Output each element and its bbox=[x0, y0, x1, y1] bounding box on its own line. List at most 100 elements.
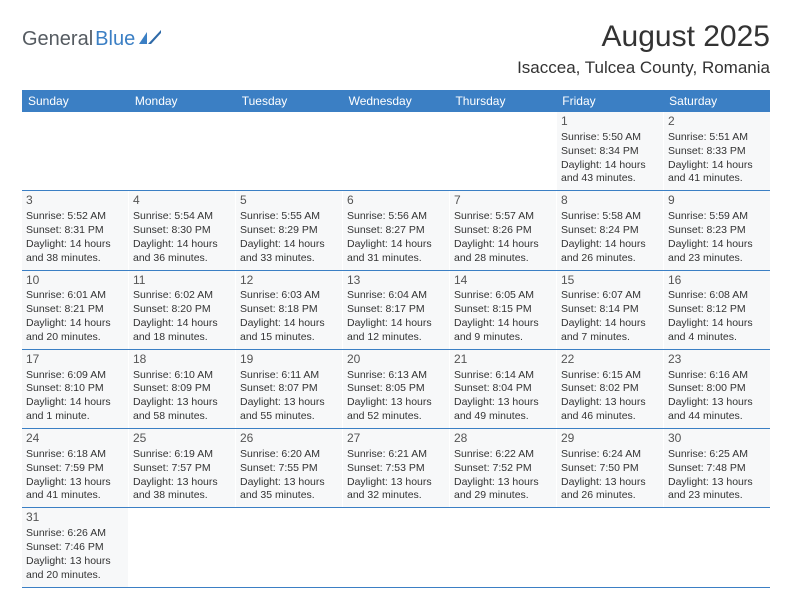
daylight-text: Daylight: 14 hours and 26 minutes. bbox=[561, 238, 659, 266]
daylight-text: Daylight: 13 hours and 23 minutes. bbox=[668, 476, 766, 504]
daylight-text: Daylight: 13 hours and 49 minutes. bbox=[454, 396, 552, 424]
sunrise-text: Sunrise: 5:59 AM bbox=[668, 210, 766, 224]
day-header: Saturday bbox=[663, 90, 770, 112]
sunset-text: Sunset: 8:14 PM bbox=[561, 303, 659, 317]
sunset-text: Sunset: 8:23 PM bbox=[668, 224, 766, 238]
day-number: 1 bbox=[561, 114, 659, 130]
week-row: 31Sunrise: 6:26 AMSunset: 7:46 PMDayligh… bbox=[22, 508, 770, 587]
day-number: 22 bbox=[561, 352, 659, 368]
empty-cell bbox=[343, 508, 450, 586]
daylight-text: Daylight: 14 hours and 43 minutes. bbox=[561, 159, 659, 187]
day-cell: 26Sunrise: 6:20 AMSunset: 7:55 PMDayligh… bbox=[236, 429, 343, 507]
week-row: 1Sunrise: 5:50 AMSunset: 8:34 PMDaylight… bbox=[22, 112, 770, 191]
sunset-text: Sunset: 7:53 PM bbox=[347, 462, 445, 476]
location-text: Isaccea, Tulcea County, Romania bbox=[517, 58, 770, 78]
week-row: 3Sunrise: 5:52 AMSunset: 8:31 PMDaylight… bbox=[22, 191, 770, 270]
day-header: Wednesday bbox=[343, 90, 450, 112]
day-number: 28 bbox=[454, 431, 552, 447]
day-cell: 18Sunrise: 6:10 AMSunset: 8:09 PMDayligh… bbox=[129, 350, 236, 428]
day-number: 24 bbox=[26, 431, 124, 447]
calendar: SundayMondayTuesdayWednesdayThursdayFrid… bbox=[22, 90, 770, 588]
sunrise-text: Sunrise: 6:01 AM bbox=[26, 289, 124, 303]
sunrise-text: Sunrise: 6:21 AM bbox=[347, 448, 445, 462]
day-cell: 13Sunrise: 6:04 AMSunset: 8:17 PMDayligh… bbox=[343, 271, 450, 349]
daylight-text: Daylight: 13 hours and 58 minutes. bbox=[133, 396, 231, 424]
month-title: August 2025 bbox=[517, 20, 770, 54]
day-cell: 7Sunrise: 5:57 AMSunset: 8:26 PMDaylight… bbox=[450, 191, 557, 269]
day-cell: 11Sunrise: 6:02 AMSunset: 8:20 PMDayligh… bbox=[129, 271, 236, 349]
day-number: 20 bbox=[347, 352, 445, 368]
day-cell: 22Sunrise: 6:15 AMSunset: 8:02 PMDayligh… bbox=[557, 350, 664, 428]
day-number: 8 bbox=[561, 193, 659, 209]
sunset-text: Sunset: 7:50 PM bbox=[561, 462, 659, 476]
day-cell: 8Sunrise: 5:58 AMSunset: 8:24 PMDaylight… bbox=[557, 191, 664, 269]
sunrise-text: Sunrise: 5:52 AM bbox=[26, 210, 124, 224]
sunrise-text: Sunrise: 6:18 AM bbox=[26, 448, 124, 462]
day-number: 9 bbox=[668, 193, 766, 209]
sunrise-text: Sunrise: 6:20 AM bbox=[240, 448, 338, 462]
day-cell: 21Sunrise: 6:14 AMSunset: 8:04 PMDayligh… bbox=[450, 350, 557, 428]
sunset-text: Sunset: 8:07 PM bbox=[240, 382, 338, 396]
day-cell: 29Sunrise: 6:24 AMSunset: 7:50 PMDayligh… bbox=[557, 429, 664, 507]
sunrise-text: Sunrise: 6:08 AM bbox=[668, 289, 766, 303]
day-number: 23 bbox=[668, 352, 766, 368]
day-cell: 24Sunrise: 6:18 AMSunset: 7:59 PMDayligh… bbox=[22, 429, 129, 507]
sunrise-text: Sunrise: 5:56 AM bbox=[347, 210, 445, 224]
daylight-text: Daylight: 13 hours and 26 minutes. bbox=[561, 476, 659, 504]
daylight-text: Daylight: 14 hours and 41 minutes. bbox=[668, 159, 766, 187]
day-number: 27 bbox=[347, 431, 445, 447]
daylight-text: Daylight: 13 hours and 35 minutes. bbox=[240, 476, 338, 504]
day-number: 31 bbox=[26, 510, 124, 526]
daylight-text: Daylight: 14 hours and 38 minutes. bbox=[26, 238, 124, 266]
day-cell: 1Sunrise: 5:50 AMSunset: 8:34 PMDaylight… bbox=[557, 112, 664, 190]
empty-cell bbox=[236, 508, 343, 586]
day-number: 14 bbox=[454, 273, 552, 289]
flag-icon bbox=[139, 30, 161, 44]
sunrise-text: Sunrise: 6:13 AM bbox=[347, 369, 445, 383]
empty-cell bbox=[450, 112, 557, 190]
sunrise-text: Sunrise: 5:51 AM bbox=[668, 131, 766, 145]
daylight-text: Daylight: 14 hours and 23 minutes. bbox=[668, 238, 766, 266]
day-cell: 12Sunrise: 6:03 AMSunset: 8:18 PMDayligh… bbox=[236, 271, 343, 349]
day-cell: 15Sunrise: 6:07 AMSunset: 8:14 PMDayligh… bbox=[557, 271, 664, 349]
day-number: 3 bbox=[26, 193, 124, 209]
daylight-text: Daylight: 14 hours and 4 minutes. bbox=[668, 317, 766, 345]
week-row: 17Sunrise: 6:09 AMSunset: 8:10 PMDayligh… bbox=[22, 350, 770, 429]
daylight-text: Daylight: 14 hours and 1 minute. bbox=[26, 396, 124, 424]
sunrise-text: Sunrise: 6:19 AM bbox=[133, 448, 231, 462]
daylight-text: Daylight: 14 hours and 33 minutes. bbox=[240, 238, 338, 266]
sunset-text: Sunset: 8:21 PM bbox=[26, 303, 124, 317]
sunset-text: Sunset: 7:57 PM bbox=[133, 462, 231, 476]
day-cell: 16Sunrise: 6:08 AMSunset: 8:12 PMDayligh… bbox=[664, 271, 770, 349]
day-number: 17 bbox=[26, 352, 124, 368]
sunset-text: Sunset: 8:00 PM bbox=[668, 382, 766, 396]
day-cell: 20Sunrise: 6:13 AMSunset: 8:05 PMDayligh… bbox=[343, 350, 450, 428]
sunrise-text: Sunrise: 6:03 AM bbox=[240, 289, 338, 303]
sunrise-text: Sunrise: 6:10 AM bbox=[133, 369, 231, 383]
week-row: 24Sunrise: 6:18 AMSunset: 7:59 PMDayligh… bbox=[22, 429, 770, 508]
day-number: 26 bbox=[240, 431, 338, 447]
day-cell: 5Sunrise: 5:55 AMSunset: 8:29 PMDaylight… bbox=[236, 191, 343, 269]
day-number: 12 bbox=[240, 273, 338, 289]
sunset-text: Sunset: 8:09 PM bbox=[133, 382, 231, 396]
daylight-text: Daylight: 14 hours and 12 minutes. bbox=[347, 317, 445, 345]
empty-cell bbox=[664, 508, 770, 586]
sunset-text: Sunset: 8:15 PM bbox=[454, 303, 552, 317]
sunrise-text: Sunrise: 6:05 AM bbox=[454, 289, 552, 303]
day-number: 21 bbox=[454, 352, 552, 368]
day-header: Thursday bbox=[449, 90, 556, 112]
sunset-text: Sunset: 7:46 PM bbox=[26, 541, 124, 555]
daylight-text: Daylight: 14 hours and 28 minutes. bbox=[454, 238, 552, 266]
sunrise-text: Sunrise: 6:11 AM bbox=[240, 369, 338, 383]
day-number: 25 bbox=[133, 431, 231, 447]
day-cell: 4Sunrise: 5:54 AMSunset: 8:30 PMDaylight… bbox=[129, 191, 236, 269]
empty-cell bbox=[450, 508, 557, 586]
sunset-text: Sunset: 8:24 PM bbox=[561, 224, 659, 238]
day-number: 19 bbox=[240, 352, 338, 368]
sunrise-text: Sunrise: 6:02 AM bbox=[133, 289, 231, 303]
empty-cell bbox=[343, 112, 450, 190]
day-number: 13 bbox=[347, 273, 445, 289]
day-cell: 23Sunrise: 6:16 AMSunset: 8:00 PMDayligh… bbox=[664, 350, 770, 428]
day-number: 7 bbox=[454, 193, 552, 209]
daylight-text: Daylight: 13 hours and 41 minutes. bbox=[26, 476, 124, 504]
